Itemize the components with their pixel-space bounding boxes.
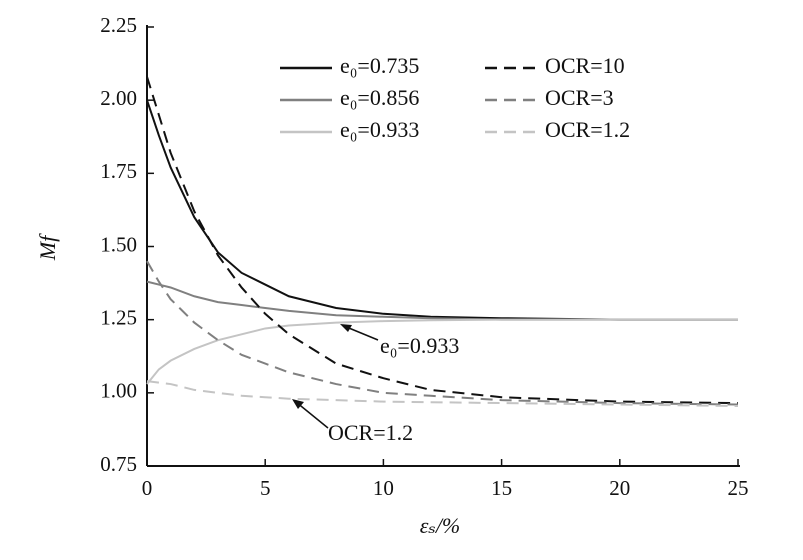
legend-label: e₀=0.933 [340, 117, 419, 142]
y-axis-label: Mf [35, 233, 60, 261]
x-tick-label: 10 [373, 476, 394, 500]
series-line [146, 99, 738, 321]
x-tick-label: 0 [142, 476, 153, 500]
x-tick-label: 25 [728, 476, 749, 500]
y-tick-label: 0.75 [100, 452, 137, 476]
legend-label: e₀=0.735 [340, 53, 419, 78]
y-tick-label: 2.25 [100, 13, 137, 37]
arrow-head [340, 324, 352, 332]
x-tick-label: 15 [491, 476, 512, 500]
series-line [146, 380, 739, 407]
x-axis-label: εₛ/% [420, 513, 461, 538]
y-tick-label: 1.75 [100, 159, 137, 183]
legend-label: OCR=3 [545, 85, 614, 110]
series-line [146, 318, 738, 385]
annotation-arrow [295, 401, 329, 429]
x-tick-label: 5 [260, 476, 271, 500]
y-tick-label: 1.25 [100, 305, 137, 329]
series-line [146, 280, 738, 321]
series-line [146, 260, 739, 406]
annotation: e₀=0.933 [380, 333, 459, 358]
y-tick-label: 1.50 [100, 232, 137, 256]
legend-label: e₀=0.856 [340, 85, 419, 110]
annotation: OCR=1.2 [328, 420, 413, 445]
y-tick-label: 1.00 [100, 379, 137, 403]
arrow-head [292, 399, 304, 409]
legend-label: OCR=10 [545, 53, 625, 78]
legend-label: OCR=1.2 [545, 117, 630, 142]
y-tick-label: 2.00 [100, 86, 137, 110]
x-tick-label: 20 [609, 476, 630, 500]
